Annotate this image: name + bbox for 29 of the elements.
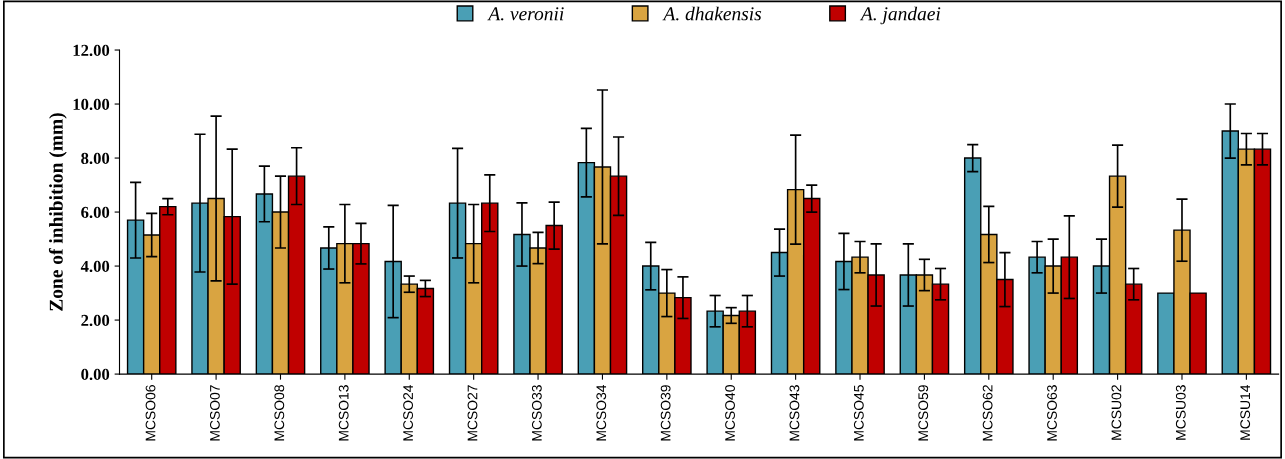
x-tick-label: MCSO24 [403,384,413,441]
y-tick-label: 6.00 [81,206,110,219]
legend-label: A. jandaei [859,6,941,25]
y-tick-label: 10.00 [73,98,110,111]
x-tick-label: MCSO34 [596,384,607,441]
x-tick-label: MCSO59 [918,385,929,441]
legend-label: A. dhakensis [662,6,762,21]
x-tick-label: MCSO45 [853,385,864,441]
y-axis-title: Zone of inhibition (mm) [48,113,67,311]
y-tick-label: 2.00 [81,314,110,327]
x-tick-label: MCSO08 [274,385,285,441]
x-tick-label: MCSO13 [338,385,349,441]
x-tick-label: MCSU14 [1240,384,1251,440]
x-tick-label: MCSO43 [789,385,800,441]
x-tick-label: MCSO33 [531,385,542,441]
y-tick-label: 0.00 [81,368,110,381]
legend-label: A. veronii [487,7,564,21]
x-tick-label: MCSO06 [145,385,156,441]
x-tick-label: MCSU02 [1111,385,1122,440]
x-tick-label: MCSO40 [725,385,735,441]
x-tick-label: MCSO07 [209,385,220,441]
y-tick-label: 12.00 [73,44,110,57]
x-tick-label: MCSO63 [1047,385,1057,441]
x-tick-label: MCSO27 [467,385,478,441]
y-tick-label: 8.00 [81,152,110,165]
x-tick-label: MCSO62 [982,385,993,441]
x-tick-label: MCSU03 [1175,385,1186,440]
x-tick-label: MCSO39 [660,385,671,441]
y-tick-label: 4.00 [80,260,110,273]
